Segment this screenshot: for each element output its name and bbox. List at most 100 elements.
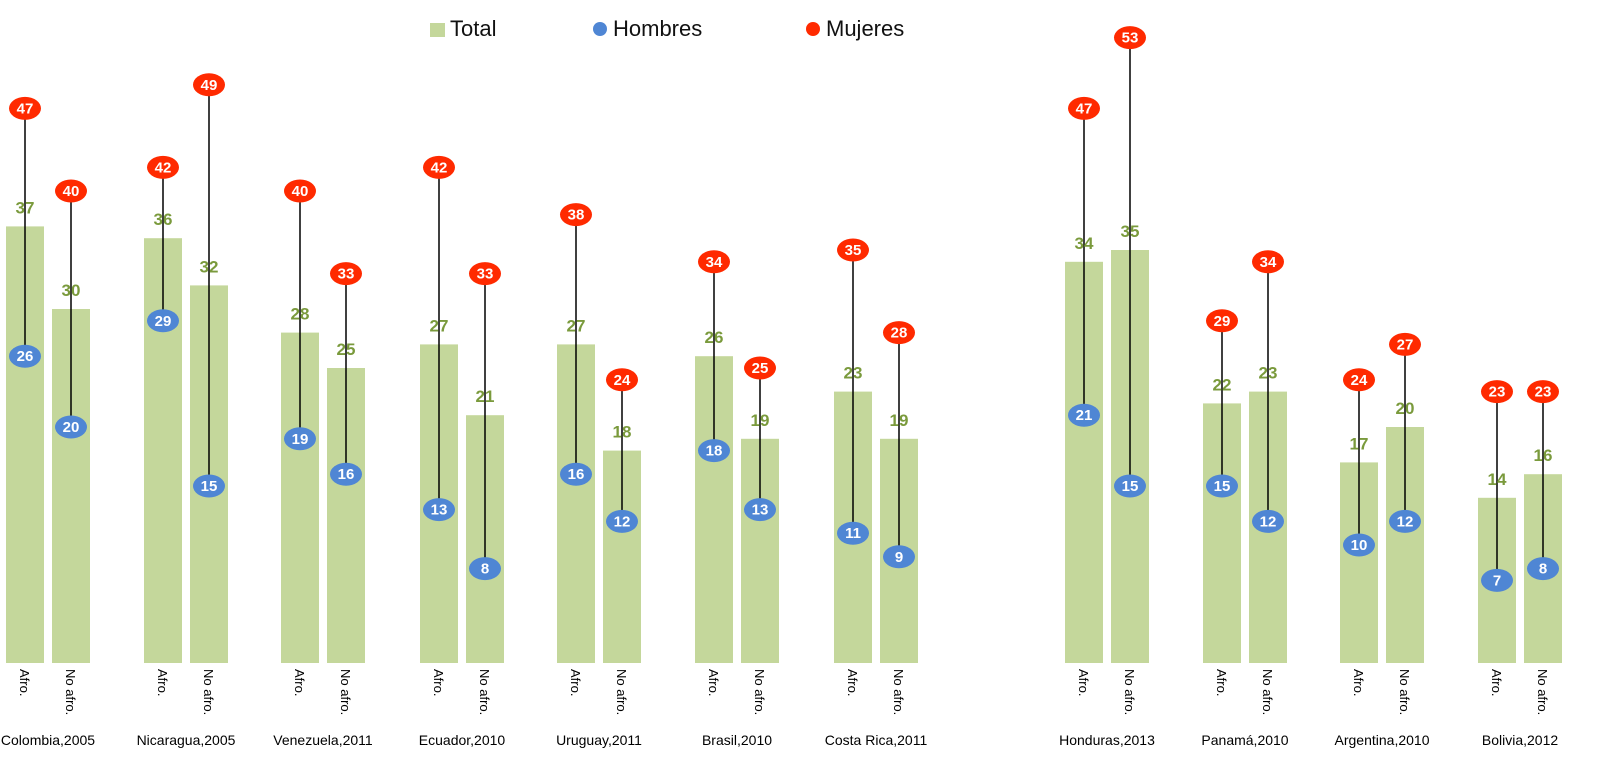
- dot-hombres-label: 10: [1351, 537, 1368, 554]
- legend-label: Hombres: [613, 16, 702, 41]
- dot-mujeres-label: 49: [201, 77, 218, 94]
- dot-mujeres-label: 27: [1397, 336, 1414, 353]
- total-value-label: 27: [567, 316, 586, 335]
- dot-hombres-label: 15: [201, 478, 218, 495]
- legend: Total Hombres Mujeres: [430, 16, 904, 41]
- total-value-label: 19: [890, 411, 909, 430]
- legend-label: Mujeres: [826, 16, 904, 41]
- total-value-label: 27: [430, 316, 449, 335]
- total-value-label: 36: [154, 210, 173, 229]
- country-label: Argentina,2010: [1335, 732, 1430, 748]
- dot-mujeres-label: 42: [431, 159, 448, 176]
- subcategory-tick-label: No afro.: [614, 669, 629, 715]
- country-label: Honduras,2013: [1059, 732, 1155, 748]
- total-value-label: 17: [1350, 434, 1369, 453]
- dot-hombres-label: 8: [481, 561, 489, 578]
- legend-total-swatch: [430, 23, 445, 37]
- dot-hombres-label: 20: [63, 419, 80, 436]
- dot-hombres-label: 18: [706, 443, 723, 460]
- subcategory-tick-label: No afro.: [63, 669, 78, 715]
- subcategory-tick-label: Afro.: [706, 669, 721, 696]
- dot-hombres-label: 11: [845, 525, 861, 542]
- country-label: Bolivia,2012: [1482, 732, 1558, 748]
- dot-mujeres-label: 40: [292, 183, 309, 200]
- country-label: Panamá,2010: [1201, 732, 1288, 748]
- dot-mujeres-label: 33: [477, 266, 494, 283]
- group-labels-layer: Colombia,2005 Nicaragua,2005 Venezuela,201…: [1, 732, 1558, 748]
- dot-hombres-label: 12: [614, 513, 631, 530]
- total-value-label: 30: [62, 281, 81, 300]
- dot-hombres-label: 7: [1493, 572, 1501, 589]
- subcategory-tick-label: No afro.: [1260, 669, 1275, 715]
- subcategory-tick-label: Afro.: [845, 669, 860, 696]
- subcategory-tick-label: Afro.: [292, 669, 307, 696]
- dot-hombres-label: 26: [17, 348, 34, 365]
- dot-mujeres-label: 23: [1535, 384, 1552, 401]
- subcategory-tick-label: Afro.: [431, 669, 446, 696]
- total-value-label: 20: [1396, 399, 1415, 418]
- dot-mujeres-label: 53: [1122, 30, 1139, 47]
- country-label: Brasil,2010: [702, 732, 772, 748]
- total-value-label: 23: [844, 364, 863, 383]
- dot-mujeres-label: 24: [1351, 372, 1368, 389]
- subcategory-tick-label: Afro.: [1076, 669, 1091, 696]
- total-value-label: 23: [1259, 364, 1278, 383]
- dot-hombres-label: 12: [1397, 513, 1414, 530]
- dot-hombres-label: 16: [338, 466, 355, 483]
- subcategory-tick-label: No afro.: [1535, 669, 1550, 715]
- country-label: Ecuador,2010: [419, 732, 506, 748]
- subcategory-tick-label: Afro.: [1351, 669, 1366, 696]
- dot-mujeres-label: 38: [568, 207, 585, 224]
- tick-labels-layer: Afro. No afro. Afro. No afro. Afro. No afro. A…: [17, 669, 1550, 715]
- dot-mujeres-label: 47: [17, 100, 34, 117]
- country-label: Venezuela,2011: [273, 732, 373, 748]
- country-label: Costa Rica,2011: [825, 732, 928, 748]
- subcategory-tick-label: No afro.: [201, 669, 216, 715]
- dot-mujeres-label: 47: [1076, 100, 1093, 117]
- dot-hombres-label: 21: [1076, 407, 1093, 424]
- dot-mujeres-label: 35: [845, 242, 862, 259]
- subcategory-tick-label: Afro.: [155, 669, 170, 696]
- dot-mujeres-label: 29: [1214, 313, 1231, 330]
- total-value-label: 25: [337, 340, 356, 359]
- country-label: Colombia,2005: [1, 732, 95, 748]
- total-value-label: 14: [1488, 470, 1507, 489]
- dot-mujeres-label: 24: [614, 372, 631, 389]
- subcategory-tick-label: Afro.: [1214, 669, 1229, 696]
- dot-hombres-label: 15: [1122, 478, 1139, 495]
- country-label: Uruguay,2011: [556, 732, 642, 748]
- dot-hombres-label: 29: [155, 313, 172, 330]
- total-value-label: 35: [1121, 222, 1140, 241]
- bars-layer: [6, 226, 1562, 663]
- total-value-label: 18: [613, 423, 632, 442]
- subcategory-tick-label: No afro.: [891, 669, 906, 715]
- subcategory-tick-label: No afro.: [752, 669, 767, 715]
- total-value-label: 16: [1534, 446, 1553, 465]
- total-value-label: 34: [1075, 234, 1094, 253]
- total-labels-layer: 37 30 36 32 28 25 27 21 27 18 26 19 23 19 34 35 22 23 17 20…: [16, 198, 1553, 488]
- dot-hombres-label: 12: [1260, 513, 1277, 530]
- total-value-label: 22: [1213, 375, 1232, 394]
- total-value-label: 37: [16, 198, 35, 217]
- dot-mujeres-label: 23: [1489, 384, 1506, 401]
- country-label: Nicaragua,2005: [137, 732, 236, 748]
- dot-mujeres-label: 42: [155, 159, 172, 176]
- legend-hombres-marker: [593, 22, 607, 36]
- dot-mujeres-label: 40: [63, 183, 80, 200]
- legend-label: Total: [450, 16, 496, 41]
- subcategory-tick-label: Afro.: [1489, 669, 1504, 696]
- dots-layer: 47 26 40 20 42 29 49 15 40 19 33 16 42 13 33 8 38 16 24 12 3…: [9, 26, 1559, 592]
- total-value-label: 21: [476, 387, 495, 406]
- dot-hombres-label: 19: [292, 431, 309, 448]
- subcategory-tick-label: No afro.: [338, 669, 353, 715]
- subcategory-tick-label: Afro.: [17, 669, 32, 696]
- legend-mujeres-marker: [806, 22, 820, 36]
- dot-hombres-label: 13: [752, 502, 769, 519]
- dot-hombres-label: 15: [1214, 478, 1231, 495]
- subcategory-tick-label: No afro.: [477, 669, 492, 715]
- total-value-label: 19: [751, 411, 770, 430]
- dot-hombres-label: 16: [568, 466, 585, 483]
- subcategory-tick-label: No afro.: [1122, 669, 1137, 715]
- dot-mujeres-label: 34: [706, 254, 723, 271]
